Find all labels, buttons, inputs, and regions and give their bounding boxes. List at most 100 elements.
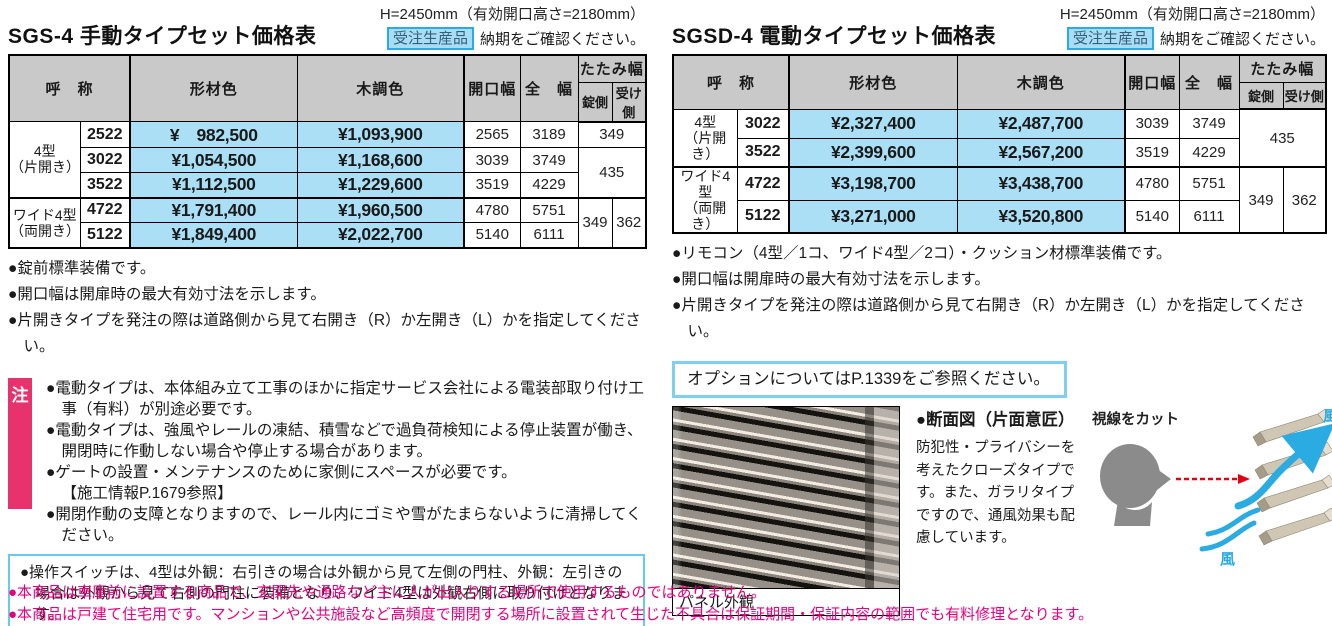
fold-width-cell: 435 bbox=[1238, 108, 1327, 168]
total-width-cell: 6111 bbox=[1178, 199, 1240, 234]
note-line: ●片開きタイプを発注の際は道路側から見て右開き（R）か左開き（L）かを指定してく… bbox=[8, 311, 641, 355]
footer-warnings: ●本商品は車庫前に設置する商品で、玄関先や通路など主に人が出入りする場所で使用す… bbox=[8, 582, 1328, 625]
caution-item: ●ゲートの設置・メンテナンスのために家側にスペースが必要です。 【施工情報P.1… bbox=[46, 463, 517, 502]
opening-width-cell: 2565 bbox=[463, 121, 521, 148]
table-row: 3022 ¥1,054,500 ¥1,168,600 3039 3749 435 bbox=[9, 147, 647, 198]
wind-label-top: 風 bbox=[1323, 408, 1332, 425]
size-cell: 4722 bbox=[79, 196, 131, 223]
total-width-cell: 3749 bbox=[519, 147, 579, 173]
material-price-cell: ¥1,849,400 bbox=[129, 222, 298, 248]
left-order-note: 受注生産品 納期をご確認ください。 bbox=[386, 27, 645, 50]
option-reference-box: オプションについてはP.1339をご参照ください。 bbox=[672, 361, 1067, 398]
col-header-total-width: 全 幅 bbox=[1178, 54, 1240, 110]
warning-line: ●本商品は車庫前に設置する商品で、玄関先や通路など主に人が出入りする場所で使用す… bbox=[8, 584, 767, 601]
col-header-receive-side: 受け側 bbox=[611, 81, 647, 123]
right-title-row: SGSD-4 電動タイプセット価格表 受注生産品 納期をご確認ください。 bbox=[672, 22, 1325, 50]
col-header-wood-color: 木調色 bbox=[296, 54, 465, 122]
wood-price-cell: ¥2,567,200 bbox=[956, 137, 1126, 168]
material-price-cell: ¥ 982,500 bbox=[129, 121, 298, 148]
left-title-row: SGS-4 手動タイプセット価格表 受注生産品 納期をご確認ください。 bbox=[8, 22, 645, 50]
material-price-cell: ¥3,271,000 bbox=[788, 199, 958, 234]
material-price-cell: ¥3,198,700 bbox=[788, 166, 958, 201]
table-row: 4型 （片開き） 3022 ¥2,327,400 ¥2,487,700 3039… bbox=[672, 108, 1327, 168]
size-cell: 3522 bbox=[736, 137, 790, 168]
col-header-opening-width: 開口幅 bbox=[1124, 54, 1180, 110]
cross-section-heading: ●断面図（片面意匠） bbox=[916, 411, 1075, 429]
fold-lock-cell: 349 bbox=[577, 196, 613, 248]
model-group-cell: 4型 （片開き） bbox=[672, 108, 738, 168]
electric-price-table: 呼 称 形材色 木調色 開口幅 全 幅 たたみ幅 錠側 受け側 4型 （片開き）… bbox=[672, 54, 1328, 234]
table-row: ワイド4型 （両開き） 4722 ¥3,198,700 ¥3,438,700 4… bbox=[672, 166, 1327, 234]
material-price-cell: ¥1,054,500 bbox=[129, 147, 298, 173]
size-cell: 2522 bbox=[79, 121, 131, 148]
col-header-name: 呼 称 bbox=[8, 54, 131, 122]
size-cell: 3022 bbox=[736, 108, 790, 139]
note-line: ●リモコン（4型／1コ、ワイド4型／2コ）・クッション材標準装備です。 bbox=[672, 245, 1172, 262]
sight-line-arrow bbox=[1176, 474, 1250, 484]
head-silhouette-icon bbox=[1100, 444, 1171, 526]
col-header-lock-side: 錠側 bbox=[577, 81, 613, 123]
opening-width-cell: 4780 bbox=[1124, 166, 1180, 201]
material-price-cell: ¥1,791,400 bbox=[129, 196, 298, 223]
left-table-title: SGS-4 手動タイプセット価格表 bbox=[8, 25, 317, 48]
wood-price-cell: ¥3,520,800 bbox=[956, 199, 1126, 234]
wood-price-cell: ¥3,438,700 bbox=[956, 166, 1126, 201]
electric-type-column: H=2450mm（有効開口高さ=2180mm） SGSD-4 電動タイプセット価… bbox=[672, 0, 1332, 616]
table-row: ワイド4型 （両開き） 4722 ¥1,791,400 ¥1,960,500 4… bbox=[8, 196, 647, 248]
col-header-fold-width: たたみ幅 bbox=[577, 54, 647, 83]
model-group-cell: 4型 （片開き） bbox=[8, 121, 81, 198]
switch-note-box: ●操作スイッチは、4型は外観：右引きの場合は外観から見て左側の門柱、外観：左引き… bbox=[8, 553, 645, 626]
wood-price-cell: ¥1,168,600 bbox=[296, 147, 465, 173]
material-price-cell: ¥1,112,500 bbox=[129, 172, 298, 198]
wood-price-cell: ¥1,093,900 bbox=[296, 121, 465, 148]
size-cell: 5122 bbox=[736, 199, 790, 234]
opening-width-cell: 3039 bbox=[1124, 108, 1180, 139]
total-width-cell: 5751 bbox=[519, 196, 579, 223]
panel-photo-block: パネル外観 bbox=[672, 406, 900, 616]
total-width-cell: 4229 bbox=[1178, 137, 1240, 168]
cross-section-diagram: 視線をカット bbox=[1090, 406, 1332, 574]
col-header-opening-width: 開口幅 bbox=[463, 54, 521, 122]
caution-list: ●電動タイプは、本体組み立て工事のほかに指定サービス会社による電装部取り付け工事… bbox=[46, 378, 645, 546]
caution-label: 注 bbox=[8, 377, 32, 509]
height-spec-note: H=2450mm（有効開口高さ=2180mm） bbox=[1059, 6, 1325, 23]
opening-width-cell: 4780 bbox=[463, 196, 521, 223]
col-header-total-width: 全 幅 bbox=[519, 54, 579, 122]
height-spec-note: H=2450mm（有効開口高さ=2180mm） bbox=[379, 6, 645, 23]
opening-width-cell: 3519 bbox=[1124, 137, 1180, 168]
wind-arrow bbox=[1199, 423, 1332, 552]
fold-width-cell: 435 bbox=[577, 147, 647, 198]
fold-lock-cell: 349 bbox=[1238, 166, 1284, 234]
panel-photo bbox=[673, 407, 899, 588]
table-row: 3522 ¥2,399,600 ¥2,567,200 3519 4229 bbox=[673, 137, 1326, 168]
total-width-cell: 3189 bbox=[519, 121, 579, 148]
table-row: 4型 （片開き） 2522 ¥ 982,500 ¥1,093,900 2565 … bbox=[8, 121, 647, 198]
material-price-cell: ¥2,327,400 bbox=[788, 108, 958, 139]
switch-note: ●操作スイッチは、4型は外観：右引きの場合は外観から見て左側の門柱、外観：左引き… bbox=[20, 563, 627, 623]
col-header-material-color: 形材色 bbox=[788, 54, 958, 110]
made-to-order-badge: 受注生産品 bbox=[386, 27, 474, 50]
note-line: ●片開きタイプを発注の際は道路側から見て右開き（R）か左開き（L）かを指定してく… bbox=[672, 297, 1305, 340]
cross-section-description: 防犯性・プライバシーを考えたクローズタイプです。また、ガラリタイプですので、通風… bbox=[916, 440, 1076, 546]
note-line: ●開口幅は開扉時の最大有効寸法を示します。 bbox=[672, 271, 990, 288]
right-notes: ●リモコン（4型／1コ、ワイド4型／2コ）・クッション材標準装備です。 ●開口幅… bbox=[672, 241, 1325, 345]
col-header-fold-width: たたみ幅 bbox=[1238, 54, 1327, 83]
col-header-wood-color: 木調色 bbox=[956, 54, 1126, 110]
model-group-cell: ワイド4型 （両開き） bbox=[8, 196, 81, 248]
size-cell: 3522 bbox=[79, 172, 131, 198]
note-line: ●錠前標準装備です。 bbox=[8, 259, 156, 277]
total-width-cell: 3749 bbox=[1178, 108, 1240, 139]
table-row: 3522 ¥1,112,500 ¥1,229,600 3519 4229 bbox=[9, 172, 646, 198]
fold-receive-cell: 362 bbox=[1282, 166, 1327, 234]
opening-width-cell: 3519 bbox=[463, 172, 521, 198]
caution-item: ●開閉作動の支障となりますので、レール内にゴミや雪がたまらないように清掃してくだ… bbox=[46, 505, 642, 544]
total-width-cell: 6111 bbox=[519, 222, 579, 248]
note-line: ●開口幅は開扉時の最大有効寸法を示します。 bbox=[8, 285, 326, 303]
panel-photo-caption: パネル外観 bbox=[673, 588, 899, 615]
col-header-receive-side: 受け側 bbox=[1282, 81, 1327, 110]
sight-cut-label: 視線をカット bbox=[1091, 410, 1179, 428]
right-table-title: SGSD-4 電動タイプセット価格表 bbox=[672, 25, 997, 48]
opening-width-cell: 3039 bbox=[463, 147, 521, 173]
total-width-cell: 5751 bbox=[1178, 166, 1240, 201]
made-to-order-badge: 受注生産品 bbox=[1066, 27, 1154, 50]
